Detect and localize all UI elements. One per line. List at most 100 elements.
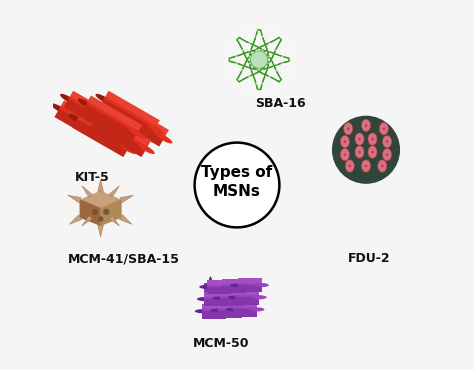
Ellipse shape (226, 307, 240, 312)
Polygon shape (55, 109, 110, 147)
Ellipse shape (209, 302, 212, 314)
Ellipse shape (252, 295, 267, 299)
Ellipse shape (129, 128, 146, 139)
Polygon shape (105, 91, 160, 126)
Polygon shape (218, 303, 242, 308)
Text: FDU-2: FDU-2 (347, 252, 390, 265)
Circle shape (386, 140, 388, 143)
Polygon shape (99, 99, 155, 137)
Ellipse shape (78, 98, 94, 109)
Polygon shape (233, 302, 257, 317)
Polygon shape (229, 50, 257, 70)
Ellipse shape (383, 135, 392, 148)
Polygon shape (68, 195, 82, 203)
Circle shape (371, 138, 374, 140)
Ellipse shape (60, 94, 77, 104)
Circle shape (332, 116, 400, 184)
Polygon shape (61, 100, 115, 136)
Ellipse shape (95, 94, 112, 104)
Ellipse shape (209, 276, 212, 289)
Circle shape (344, 153, 346, 156)
Polygon shape (220, 298, 244, 306)
Circle shape (381, 165, 383, 167)
Ellipse shape (223, 285, 238, 289)
Polygon shape (69, 215, 82, 224)
Polygon shape (100, 200, 121, 225)
Ellipse shape (237, 296, 251, 300)
Polygon shape (237, 54, 265, 82)
Polygon shape (204, 289, 217, 302)
Polygon shape (204, 292, 228, 306)
Ellipse shape (230, 283, 245, 287)
Text: KIT-5: KIT-5 (75, 171, 109, 184)
Circle shape (348, 165, 351, 167)
Polygon shape (82, 104, 137, 142)
Polygon shape (204, 292, 228, 297)
Ellipse shape (209, 290, 212, 302)
Polygon shape (120, 195, 134, 203)
Polygon shape (233, 309, 257, 317)
Polygon shape (253, 37, 281, 65)
Circle shape (358, 151, 361, 153)
Polygon shape (204, 289, 209, 302)
Polygon shape (236, 290, 259, 295)
Polygon shape (109, 216, 119, 226)
Polygon shape (119, 215, 132, 224)
Circle shape (98, 216, 103, 222)
Polygon shape (99, 91, 160, 137)
Polygon shape (207, 287, 230, 294)
Circle shape (344, 140, 346, 143)
Ellipse shape (219, 309, 234, 313)
Polygon shape (210, 289, 217, 302)
Circle shape (347, 127, 349, 130)
Circle shape (386, 153, 388, 156)
Polygon shape (82, 216, 92, 226)
Ellipse shape (368, 146, 377, 158)
Circle shape (365, 165, 367, 167)
Ellipse shape (362, 119, 371, 132)
Ellipse shape (209, 296, 212, 309)
Polygon shape (80, 191, 121, 209)
Polygon shape (91, 119, 146, 157)
Polygon shape (55, 100, 115, 147)
Polygon shape (64, 91, 124, 137)
Polygon shape (210, 295, 217, 309)
Ellipse shape (355, 133, 364, 145)
Polygon shape (204, 283, 217, 296)
Ellipse shape (120, 144, 137, 154)
Polygon shape (108, 100, 169, 147)
Polygon shape (233, 302, 257, 307)
Ellipse shape (250, 307, 264, 312)
Ellipse shape (155, 133, 173, 144)
Ellipse shape (379, 122, 388, 135)
Ellipse shape (209, 289, 212, 302)
Circle shape (92, 209, 98, 215)
Polygon shape (109, 186, 119, 197)
Ellipse shape (215, 284, 229, 288)
Polygon shape (79, 111, 133, 146)
Polygon shape (204, 283, 209, 296)
Ellipse shape (69, 114, 85, 125)
Polygon shape (88, 95, 142, 131)
Polygon shape (82, 95, 142, 142)
Ellipse shape (378, 160, 387, 172)
Polygon shape (236, 290, 259, 305)
Polygon shape (249, 61, 269, 90)
Circle shape (371, 151, 374, 153)
Polygon shape (91, 111, 151, 157)
Polygon shape (207, 279, 230, 294)
Polygon shape (237, 278, 262, 293)
Ellipse shape (340, 135, 349, 148)
Ellipse shape (102, 133, 119, 144)
Polygon shape (218, 303, 242, 318)
Ellipse shape (234, 308, 249, 312)
Polygon shape (236, 297, 259, 305)
Polygon shape (202, 304, 226, 319)
Ellipse shape (383, 148, 392, 161)
Ellipse shape (146, 123, 164, 134)
Circle shape (250, 51, 268, 68)
Ellipse shape (111, 123, 128, 134)
Text: MCM-41/SBA-15: MCM-41/SBA-15 (67, 252, 179, 265)
Polygon shape (70, 91, 124, 126)
Polygon shape (82, 186, 92, 197)
